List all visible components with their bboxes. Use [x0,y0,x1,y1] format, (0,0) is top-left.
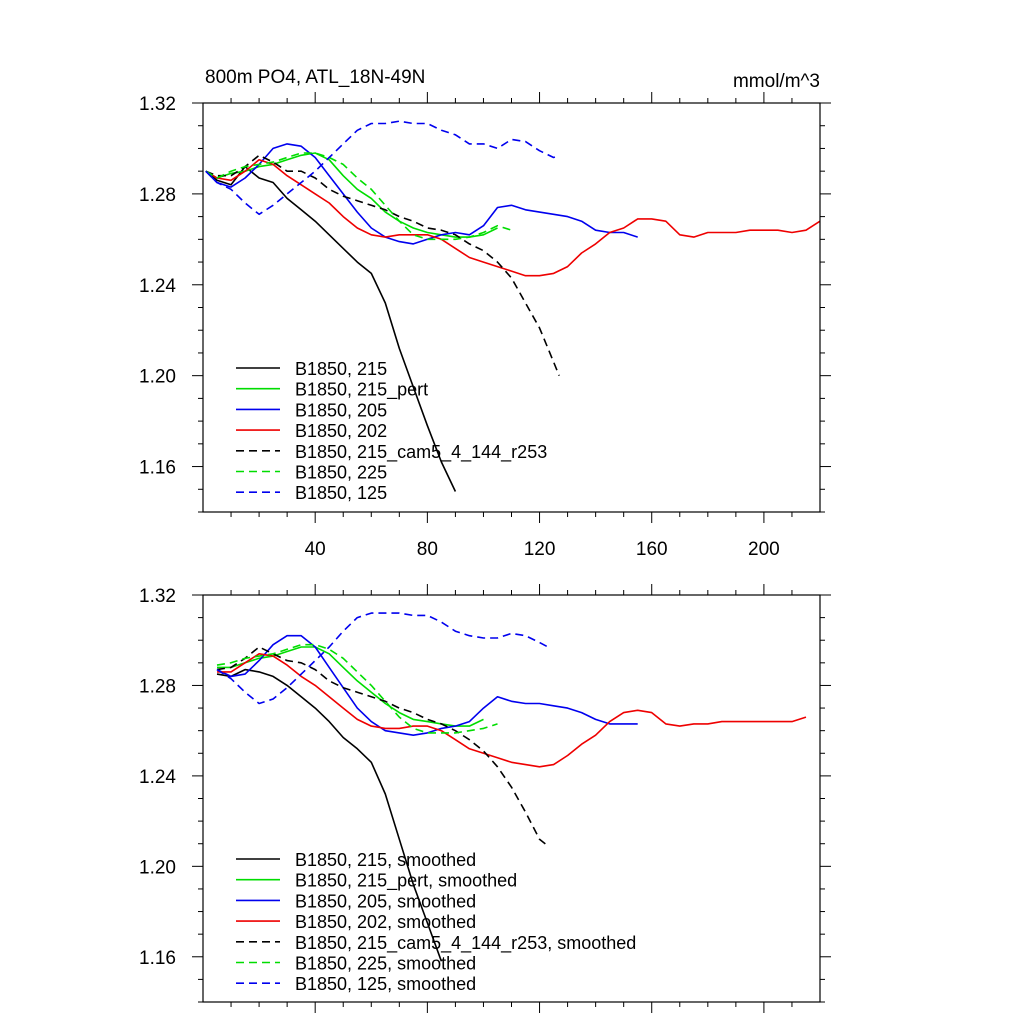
legend-label-4: B1850, 202, smoothed [295,912,476,932]
x-tick-label: 80 [417,539,438,560]
series-line-3 [216,634,638,737]
legend-label-4: B1850, 202 [295,421,387,441]
top-panel: 1.16 1.20 1.24 1.28 1.32 40 80 120 160 200 800m PO… [139,67,831,560]
legend-label-5: B1850, 215_cam5_4_144_r253, smoothed [295,933,636,954]
legend-label-1: B1850, 215 [295,359,387,379]
series-line-4 [217,652,807,768]
y-tick-label: 1.32 [139,586,176,607]
bottom-panel: 1.16 1.20 1.24 1.28 1.32 B1850, 215, smoothed… [139,584,831,1013]
series-line-4 [205,159,820,277]
series-line-2 [205,152,498,238]
chart-title: 800m PO4, ATL_18N-49N [205,67,425,88]
legend-label-2: B1850, 215_pert, smoothed [295,871,517,892]
y-tick-label: 1.20 [139,857,176,878]
series-line-5 [216,646,549,847]
y-tick-label: 1.24 [139,276,176,297]
legend-label-6: B1850, 225 [295,463,387,483]
x-tick-label: 40 [305,539,326,560]
legend-label-7: B1850, 125 [295,483,387,503]
y-tick-label: 1.28 [139,676,176,697]
legend-label-3: B1850, 205 [295,400,387,420]
legend-label-5: B1850, 215_cam5_4_144_r253 [295,442,547,463]
legend-label-1: B1850, 215, smoothed [295,850,476,870]
x-tick-label: 200 [748,539,780,560]
y-tick-label: 1.24 [139,767,176,788]
series-line-7 [205,120,560,216]
series-line-6 [205,152,512,241]
y-tick-label: 1.16 [139,948,176,969]
series-line-1 [216,668,443,962]
units-label: mmol/m^3 [733,71,820,92]
x-tick-label: 120 [524,539,556,560]
legend-label-3: B1850, 205, smoothed [295,891,476,911]
series-line-7 [216,612,549,705]
series-line-3 [205,143,638,245]
legend-label-6: B1850, 225, smoothed [295,954,476,974]
x-tick-label: 160 [636,539,668,560]
series-group [216,612,807,962]
y-tick-label: 1.32 [139,94,176,115]
y-tick-label: 1.28 [139,185,176,206]
series-line-5 [205,154,560,377]
y-tick-label: 1.16 [139,458,176,479]
legend-label-7: B1850, 125, smoothed [295,974,476,994]
legend-label-2: B1850, 215_pert [295,380,428,401]
series-group [205,120,820,492]
y-tick-label: 1.20 [139,367,176,388]
